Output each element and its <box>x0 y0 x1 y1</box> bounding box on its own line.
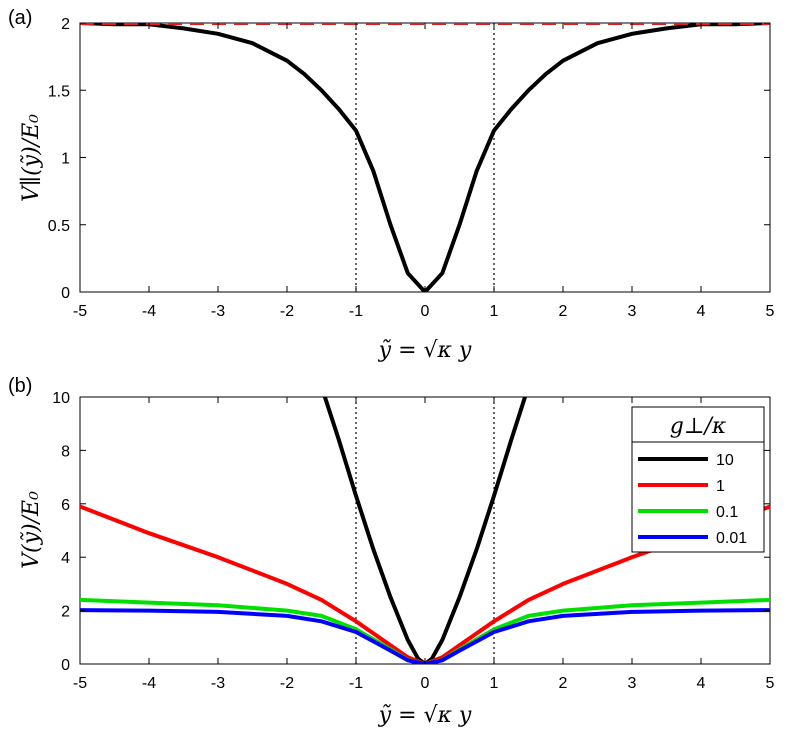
panel-b-xtick-label: 3 <box>628 675 637 692</box>
panel-a-xtick-label: -4 <box>142 303 156 320</box>
panel-b-xtick-label: -4 <box>142 675 156 692</box>
panel-b-yticks: 0 2 4 6 8 10 <box>52 390 770 674</box>
panel-a-xtick-label: 0 <box>421 303 430 320</box>
panel-b-ytick-label: 4 <box>61 550 70 567</box>
panel-b-series-line-1 <box>80 504 770 664</box>
panel-a-xtick-label: -3 <box>211 303 225 320</box>
panel-b-series-line-10 <box>322 397 527 664</box>
panel-b-ylabel: V(ỹ)/E₀ <box>19 491 44 569</box>
legend-label: 0.01 <box>716 530 747 547</box>
panel-b-series-line-0_01 <box>80 608 770 664</box>
panel-b: (b) -5 -4 -3 -2 -1 0 1 2 3 4 5 0 2 4 6 8 10 ỹ = √κ y V(… <box>8 375 775 728</box>
panel-b-ytick-label: 0 <box>61 657 70 674</box>
panel-a-xtick-label: 2 <box>559 303 568 320</box>
panel-b-xtick-label: -3 <box>211 675 225 692</box>
legend-entries: 10 1 0.1 0.01 <box>638 452 747 547</box>
panel-b-xtick-label: 5 <box>766 675 775 692</box>
panel-b-xlabel: ỹ = √κ y <box>378 703 472 728</box>
panel-a-ytick-label: 0 <box>61 285 70 302</box>
panel-a-ytick-label: 1.5 <box>48 83 70 100</box>
panel-b-xtick-label: 1 <box>490 675 499 692</box>
panel-a-vlines <box>355 23 495 292</box>
panel-a-xtick-label: 1 <box>490 303 499 320</box>
panel-b-label: (b) <box>8 375 32 397</box>
panel-a-xtick-label: -5 <box>73 303 87 320</box>
panel-a-ylabel: V∥(ỹ)/E₀ <box>19 114 44 202</box>
panel-b-xtick-label: -2 <box>280 675 294 692</box>
panel-a-ytick-label: 0.5 <box>48 218 70 235</box>
panel-a-xtick-label: -2 <box>280 303 294 320</box>
panel-a-xtick-label: 3 <box>628 303 637 320</box>
legend-box <box>631 406 765 553</box>
panel-a-ytick-label: 1 <box>61 151 70 168</box>
panel-a-xtick-label: 5 <box>766 303 775 320</box>
panel-a-series <box>80 23 770 292</box>
legend-label: 0.1 <box>716 504 738 521</box>
panel-a-axes-box <box>79 22 771 293</box>
panel-b-vlines <box>355 397 495 664</box>
panel-b-series <box>80 397 770 664</box>
panel-a: (a) -5 -4 -3 -2 -1 0 1 2 3 4 5 00.511.52 ỹ = √κ y … <box>8 7 775 363</box>
panel-b-xtick-label: 0 <box>421 675 430 692</box>
panel-b-ytick-label: 6 <box>61 497 70 514</box>
panel-b-xtick-label: -1 <box>349 675 363 692</box>
panel-a-yticks: 0 0.5 1 1.5 2 <box>48 16 770 302</box>
legend: g⊥/κ 10 1 0.1 0.01 <box>631 406 765 553</box>
panel-b-xtick-label: -5 <box>73 675 87 692</box>
panel-a-xtick-label: 4 <box>697 303 706 320</box>
panel-a-xtick-label: -1 <box>349 303 363 320</box>
panel-a-xlabel: ỹ = √κ y <box>378 338 472 363</box>
panel-b-series-line-0_1 <box>80 597 770 664</box>
legend-label: 10 <box>716 452 734 469</box>
panel-b-xtick-label: 2 <box>559 675 568 692</box>
panel-a-ytick-label: 2 <box>61 16 70 33</box>
panel-a-label: (a) <box>8 7 32 29</box>
panel-b-ytick-label: 8 <box>61 443 70 460</box>
panel-b-xticks: -5 -4 -3 -2 -1 0 1 2 3 4 5 <box>73 397 775 692</box>
legend-label: 1 <box>716 478 725 495</box>
panel-b-ytick-label: 2 <box>61 604 70 621</box>
panel-a-xticks: -5 -4 -3 -2 -1 0 1 2 3 4 5 <box>73 23 775 320</box>
panel-b-xtick-label: 4 <box>697 675 706 692</box>
panel-a-series-line-s0 <box>80 23 770 292</box>
panel-b-ytick-label: 10 <box>52 390 70 407</box>
legend-title: g⊥/κ <box>670 414 727 439</box>
